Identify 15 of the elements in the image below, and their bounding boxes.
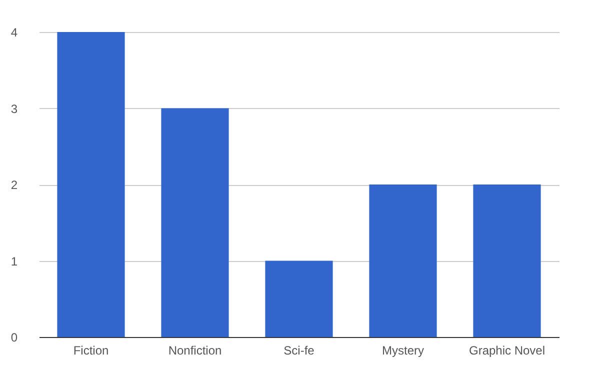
x-tick-label: Graphic Novel <box>468 344 546 358</box>
bar <box>161 108 229 337</box>
bar <box>265 260 333 337</box>
x-tick-label: Nonfiction <box>168 344 222 358</box>
bar <box>369 184 437 337</box>
x-tick-label: Sci-fe <box>284 344 315 358</box>
bar <box>473 184 541 337</box>
y-tick-label: 4 <box>10 26 18 40</box>
y-tick-label: 0 <box>10 330 18 344</box>
y-tick-label: 3 <box>10 102 18 116</box>
bar <box>57 32 125 337</box>
y-tick-label: 2 <box>10 178 18 192</box>
y-tick-label: 1 <box>10 254 18 268</box>
x-tick-label: Mystery <box>382 344 424 358</box>
x-tick-label: Fiction <box>73 344 109 358</box>
